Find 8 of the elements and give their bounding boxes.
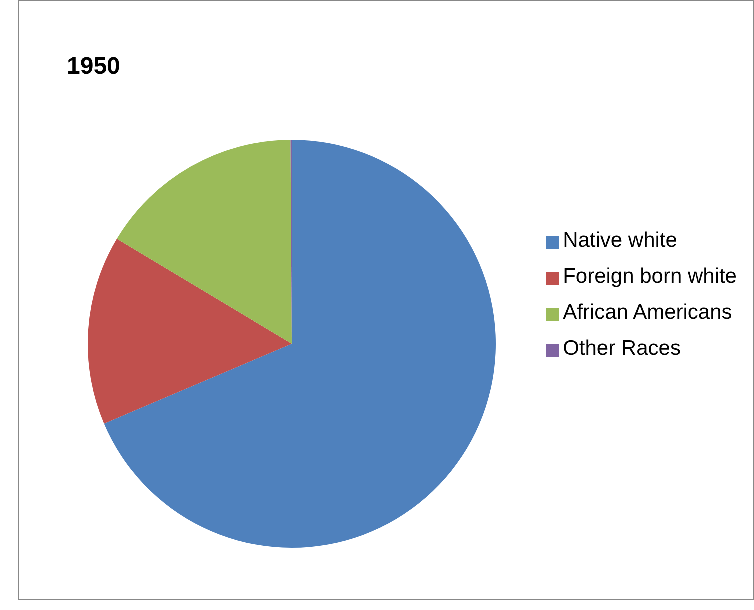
legend-label: Other Races [563,337,681,360]
legend-label: Foreign born white [563,265,737,288]
pie-slice [117,140,292,344]
legend-label: African Americans [563,301,732,324]
chart-title: 1950 [67,53,120,81]
pie-slice [104,140,496,548]
pie-slice [88,239,292,424]
legend-label: Native white [563,229,678,252]
